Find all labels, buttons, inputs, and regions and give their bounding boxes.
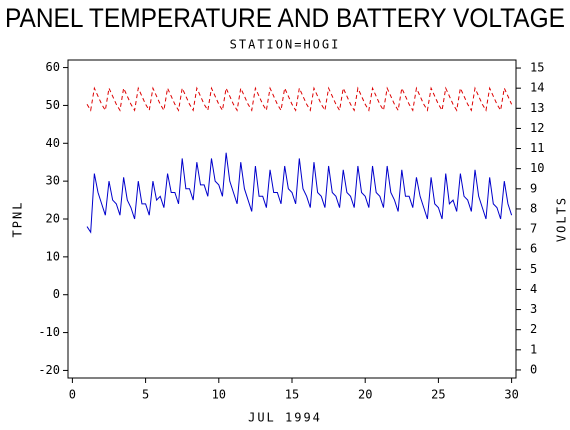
x-tick-label: 30 [504, 388, 518, 402]
y-tick-label: -20 [38, 363, 60, 377]
y-tick-label: 20 [46, 212, 60, 226]
y-tick-label: 50 [46, 98, 60, 112]
y2-tick-label: 10 [530, 161, 544, 175]
y-tick-label: -10 [38, 325, 60, 339]
y2-tick-label: 11 [530, 141, 544, 155]
y2-tick-label: 14 [530, 81, 544, 95]
y-tick-label: 10 [46, 249, 60, 263]
y2-tick-label: 3 [530, 302, 537, 316]
y-tick-label: 30 [46, 174, 60, 188]
y2-tick-label: 9 [530, 181, 537, 195]
y-axis-label: TPNL [11, 201, 25, 238]
y-tick-label: 60 [46, 60, 60, 74]
y2-tick-label: 13 [530, 101, 544, 115]
chart-subtitle: STATION=HOGI [230, 38, 341, 52]
chart-title: PANEL TEMPERATURE AND BATTERY VOLTAGE [5, 3, 565, 33]
y2-tick-label: 0 [530, 362, 537, 376]
y-tick-label: 40 [46, 136, 60, 150]
series-line [86, 152, 513, 234]
x-tick-label: 25 [431, 388, 445, 402]
x-tick-label: 15 [285, 388, 299, 402]
y2-tick-label: 5 [530, 262, 537, 276]
x-tick-label: 10 [212, 388, 226, 402]
x-tick-label: 20 [358, 388, 372, 402]
x-tick-label: 5 [142, 388, 149, 402]
y2-tick-label: 1 [530, 342, 537, 356]
y2-tick-label: 8 [530, 201, 537, 215]
y2-tick-label: 2 [530, 322, 537, 336]
x-axis-label: JUL 1994 [248, 411, 322, 425]
y-tick-label: 0 [53, 287, 60, 301]
y2-tick-label: 12 [530, 121, 544, 135]
y2-tick-label: 6 [530, 242, 537, 256]
y2-tick-label: 15 [530, 61, 544, 75]
y2-tick-label: 4 [530, 282, 537, 296]
y2-tick-label: 7 [530, 222, 537, 236]
x-tick-label: 0 [69, 388, 76, 402]
y2-axis-label: VOLTS [555, 196, 569, 242]
series-line [86, 86, 513, 112]
